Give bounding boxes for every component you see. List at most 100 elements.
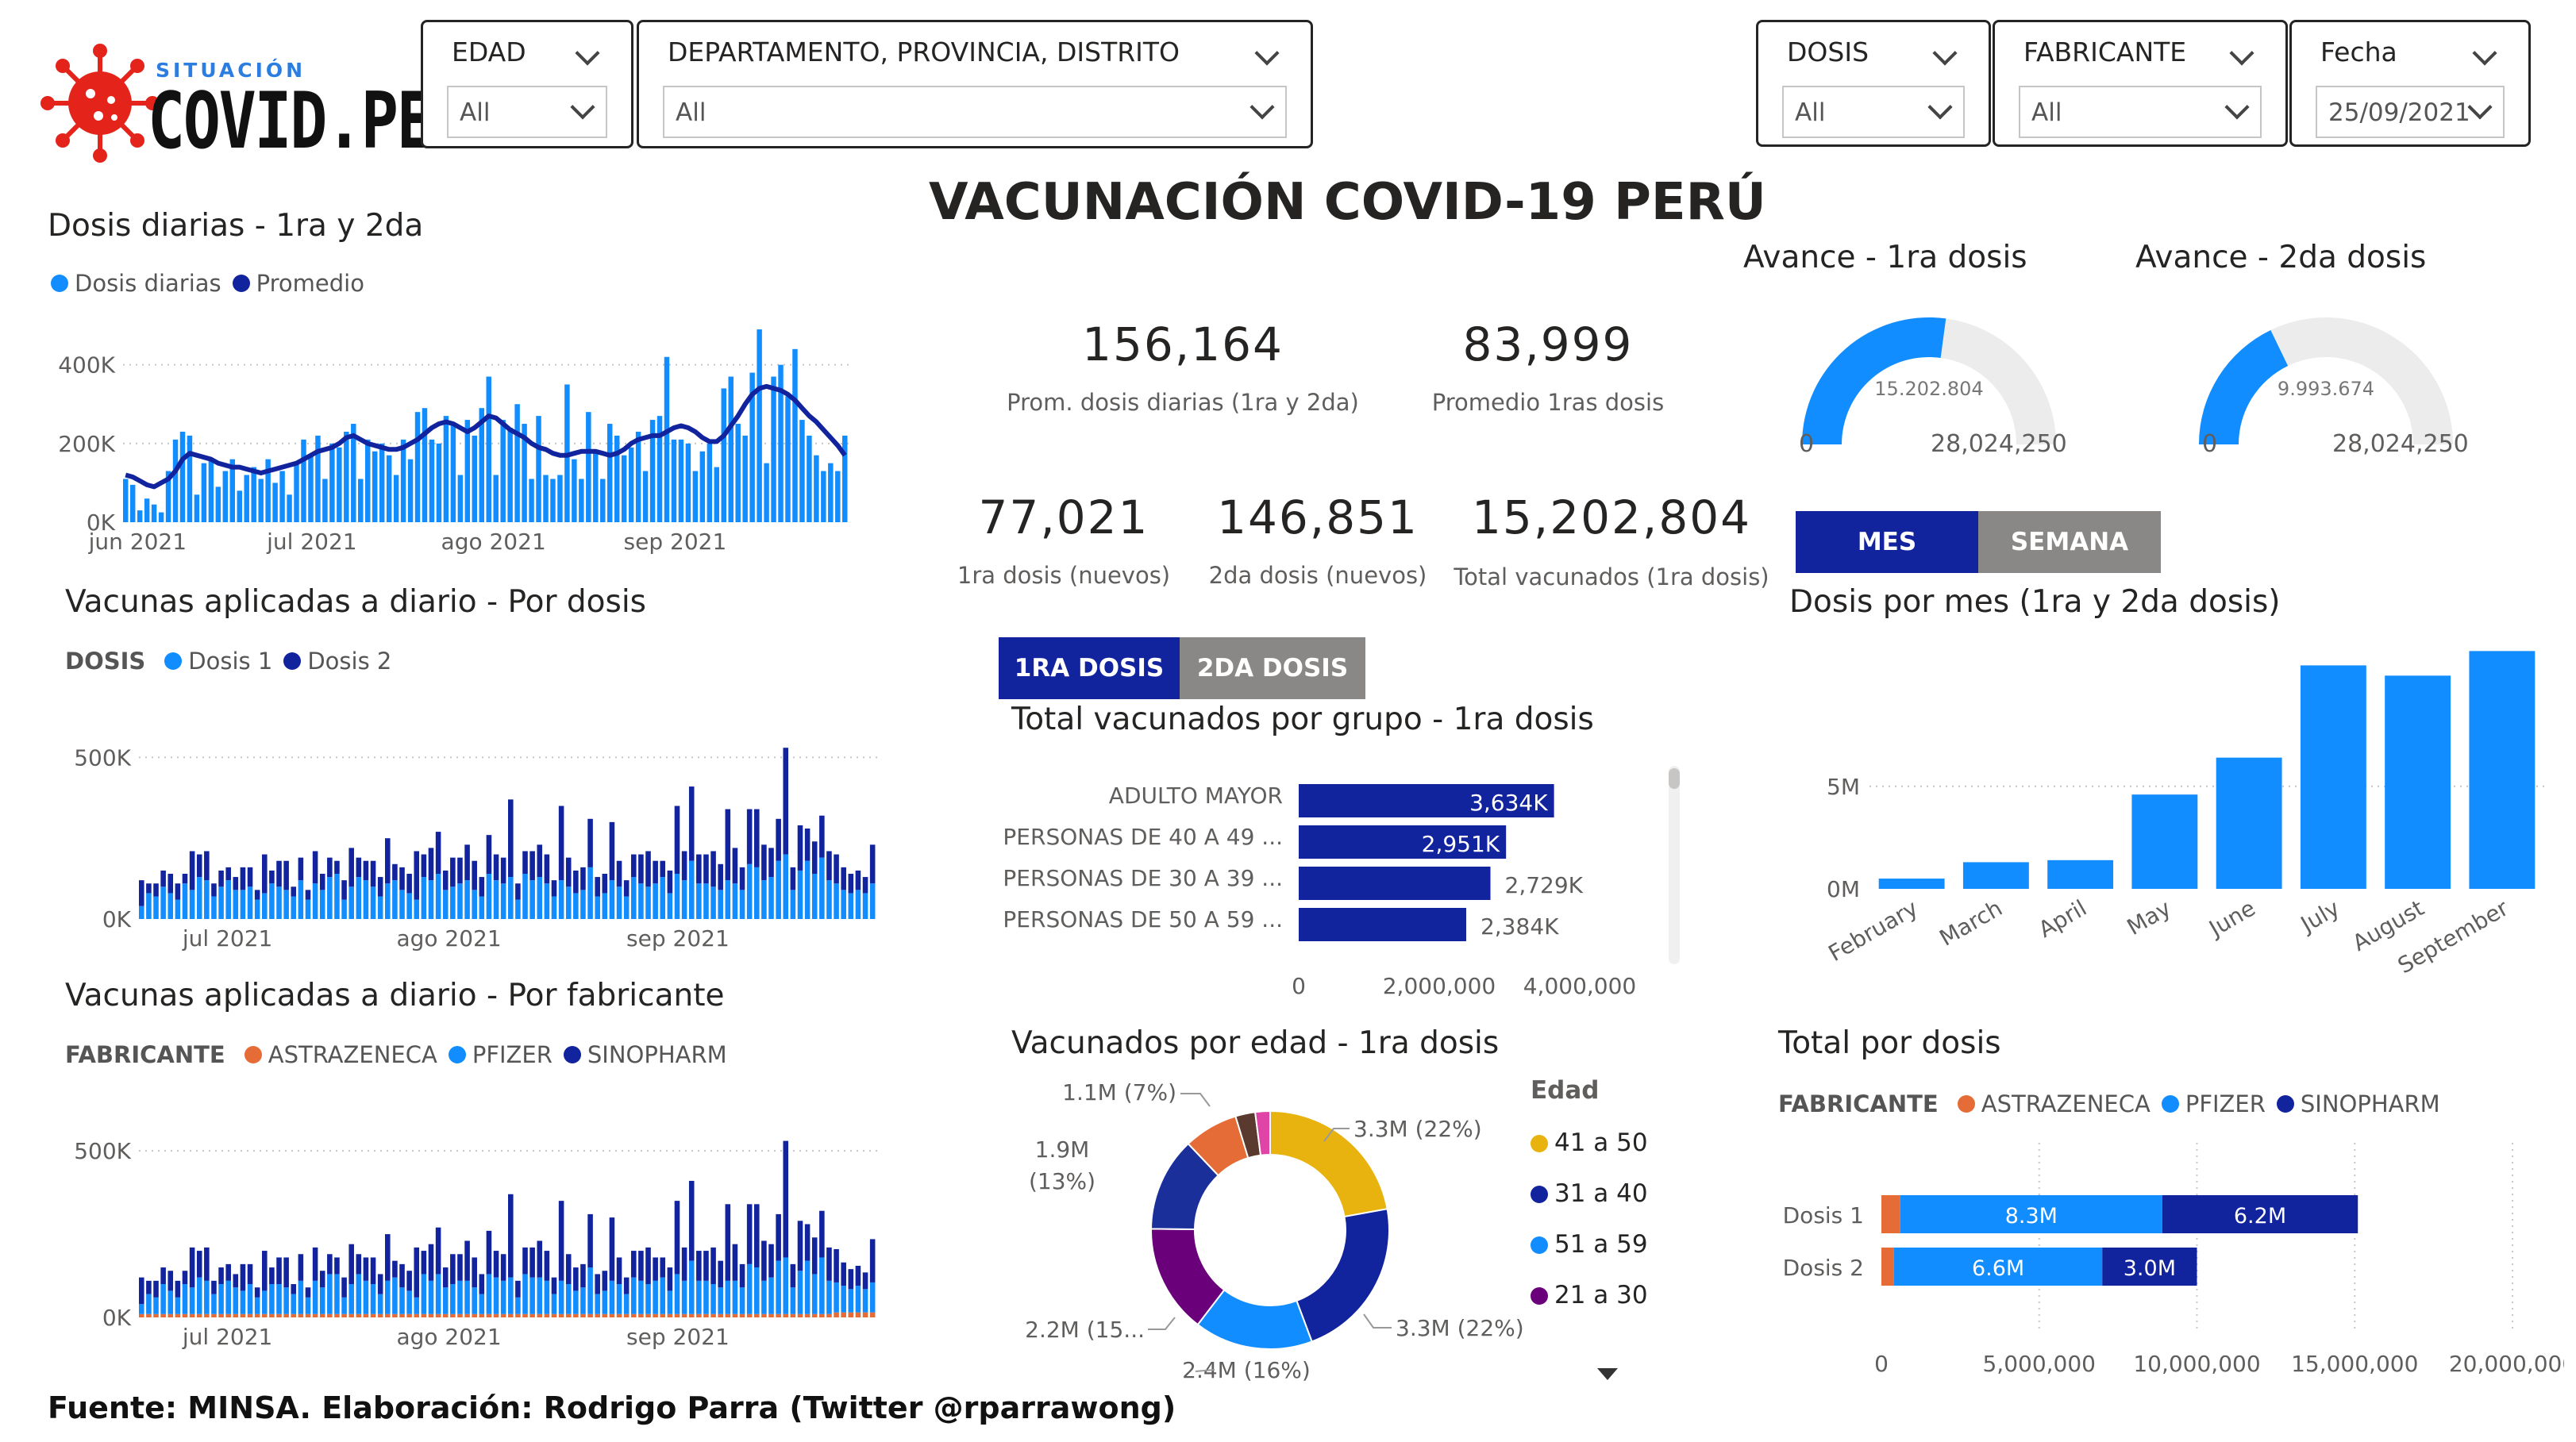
- chart-title: Vacunas aplicadas a diario - Por fabrica…: [65, 978, 725, 1013]
- chevron-down-icon[interactable]: [1254, 40, 1280, 66]
- x-tick-label: jul 2021: [182, 925, 272, 952]
- leader-line: [1180, 1093, 1211, 1107]
- bar: [211, 883, 217, 897]
- slicer-dosis[interactable]: DOSIS All: [1756, 20, 1991, 147]
- bar: [628, 447, 634, 522]
- bar: [385, 1280, 391, 1314]
- slicer-fabricante[interactable]: FABRICANTE All: [1993, 20, 2288, 147]
- bar: [265, 459, 271, 522]
- age-donut-chart[interactable]: 3.3M (22%) 3.3M (22%) 2.4M (16%) 2.2M (15..…: [992, 1071, 1548, 1381]
- daily-by-dose-chart[interactable]: 0K 500K jul 2021 ago 2021 sep 2021: [32, 706, 889, 968]
- bar: [146, 1294, 152, 1314]
- bar: [319, 1271, 325, 1288]
- bar: [544, 1251, 550, 1281]
- slice-label: 3.3M (22%): [1396, 1315, 1524, 1341]
- tab-mes[interactable]: MES: [1796, 511, 1978, 573]
- tab-semana[interactable]: SEMANA: [1978, 511, 2161, 573]
- legend-title: DOSIS: [65, 648, 146, 675]
- tab-1ra-dosis[interactable]: 1RA DOSIS: [999, 637, 1180, 699]
- daily-doses-chart[interactable]: 0K 200K 400K jun 2021 jul 2021 ago 2021 sep 20…: [32, 317, 857, 571]
- gauge-min: 0: [1799, 430, 1815, 458]
- chart-title: Vacunados por edad - 1ra dosis: [1011, 1025, 1500, 1061]
- gauge-2da-dosis[interactable]: [2167, 278, 2485, 468]
- bar: [139, 1313, 144, 1317]
- bar: [167, 1313, 174, 1317]
- bar: [645, 1247, 651, 1285]
- bar: [595, 1294, 600, 1314]
- bar: [312, 1313, 318, 1317]
- slicer-dropdown[interactable]: All: [1782, 86, 1965, 138]
- bar: [269, 870, 275, 884]
- bar: [435, 874, 441, 919]
- bar: [327, 1313, 333, 1317]
- bar: [464, 1240, 470, 1281]
- bar: [614, 435, 620, 522]
- bar: [848, 874, 854, 894]
- daily-by-manufacturer-chart[interactable]: 0K 500K jul 2021 ago 2021 sep 2021: [32, 1099, 889, 1361]
- slicer-ubicacion[interactable]: DEPARTAMENTO, PROVINCIA, DISTRITO All: [637, 20, 1313, 148]
- bar: [580, 1287, 586, 1314]
- bar: [341, 1277, 347, 1298]
- bar: [305, 1287, 311, 1298]
- bar: [757, 329, 762, 522]
- bar: [247, 1284, 253, 1314]
- bar: [645, 1284, 651, 1314]
- bar: [819, 857, 825, 919]
- slicer-edad[interactable]: EDAD All: [421, 20, 633, 148]
- bar: [370, 860, 376, 887]
- legend-swatch: [164, 652, 183, 670]
- bar: [660, 860, 666, 878]
- bar: [718, 1287, 723, 1314]
- chevron-down-icon[interactable]: [1932, 40, 1958, 66]
- bar: [406, 874, 412, 894]
- chevron-down-icon[interactable]: [2472, 40, 2497, 66]
- bar: [671, 439, 677, 522]
- bar: [370, 1284, 376, 1314]
- legend-item: 41 a 50: [1531, 1117, 1648, 1168]
- legend-scroll-down-icon[interactable]: [1597, 1368, 1618, 1380]
- chevron-down-icon[interactable]: [2229, 40, 2254, 66]
- slicer-dropdown[interactable]: 25/09/2021: [2316, 86, 2505, 138]
- group-bar-chart[interactable]: ADULTO MAYOR 3,634K PERSONAS DE 40 A 49 ..…: [992, 754, 1723, 1016]
- slicer-dropdown[interactable]: All: [663, 86, 1287, 138]
- bar: [536, 416, 541, 522]
- bar: [543, 475, 549, 522]
- bar: [348, 1244, 354, 1285]
- bar: [283, 860, 289, 890]
- chart-title: Dosis por mes (1ra y 2da dosis): [1789, 584, 2281, 620]
- bar: [674, 1201, 680, 1275]
- gauge-fill: [2199, 329, 2289, 444]
- bar: [609, 880, 615, 919]
- bar: [725, 809, 731, 881]
- bar: [754, 1204, 760, 1268]
- bar: [718, 863, 723, 890]
- bar: [869, 1312, 876, 1317]
- bar: [363, 1313, 369, 1317]
- bar: [153, 1280, 159, 1298]
- gauge-1ra-dosis[interactable]: [1770, 278, 2088, 468]
- bar: [493, 880, 499, 919]
- bar: [602, 893, 608, 919]
- slicer-dropdown[interactable]: All: [447, 86, 607, 138]
- slicer-fecha[interactable]: Fecha 25/09/2021: [2289, 20, 2531, 147]
- bar: [341, 1297, 347, 1314]
- chart-title: Dosis diarias - 1ra y 2da: [48, 208, 424, 244]
- bar: [429, 439, 435, 522]
- bar: [305, 1297, 311, 1314]
- bar: [761, 880, 767, 919]
- bar: [537, 1313, 543, 1317]
- bar: [414, 1313, 420, 1317]
- bar: [464, 844, 470, 881]
- bar: [797, 1313, 803, 1317]
- tab-2da-dosis[interactable]: 2DA DOSIS: [1180, 637, 1365, 699]
- slicer-dropdown[interactable]: All: [2019, 86, 2262, 138]
- bar: [848, 1312, 854, 1317]
- total-by-dose-chart[interactable]: 0 5,000,000 10,000,000 15,000,000 20,000,000…: [1762, 1135, 2564, 1389]
- chevron-down-icon[interactable]: [575, 40, 600, 66]
- bar: [573, 1290, 579, 1314]
- bar: [544, 883, 550, 919]
- bar: [681, 1313, 687, 1317]
- bar: [240, 1313, 246, 1317]
- bar: [783, 748, 789, 855]
